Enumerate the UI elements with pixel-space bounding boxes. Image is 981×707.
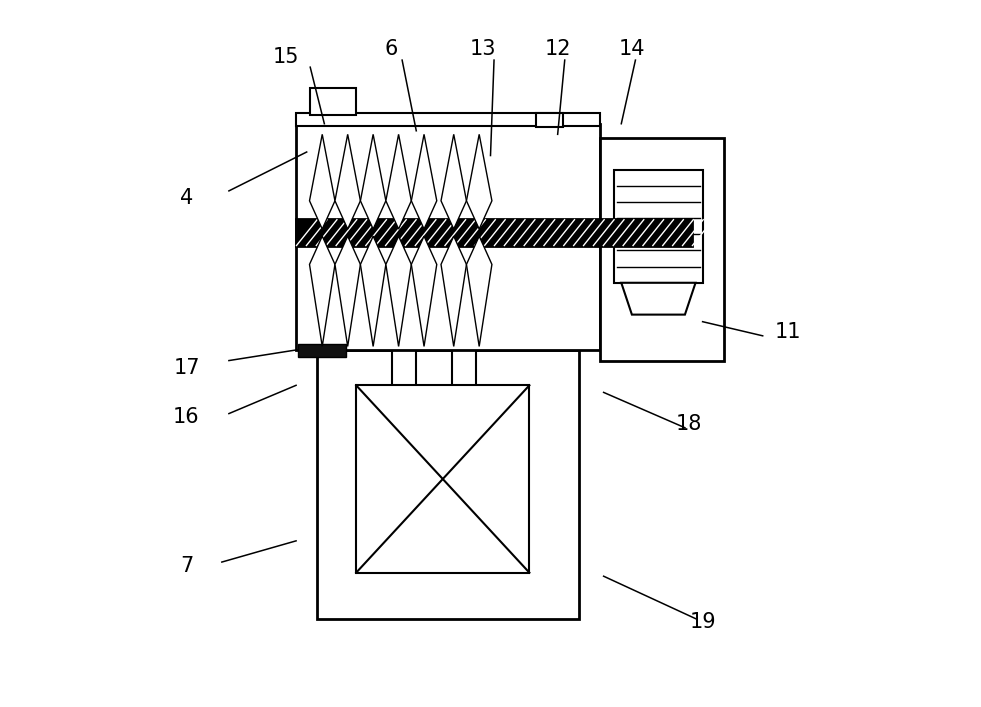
Polygon shape	[335, 134, 360, 229]
Text: 16: 16	[174, 407, 200, 427]
Text: 13: 13	[470, 40, 496, 59]
Text: 6: 6	[385, 40, 398, 59]
Polygon shape	[466, 134, 491, 229]
Text: 19: 19	[690, 612, 716, 632]
Bar	[317, 350, 579, 619]
Bar	[296, 113, 600, 126]
Polygon shape	[310, 134, 335, 229]
Text: 14: 14	[619, 40, 645, 59]
Bar	[356, 385, 530, 573]
Text: 18: 18	[675, 414, 701, 434]
Polygon shape	[386, 134, 411, 229]
Polygon shape	[310, 236, 335, 346]
Bar	[451, 350, 477, 387]
Text: 4: 4	[180, 188, 193, 208]
Text: 17: 17	[174, 358, 200, 378]
Bar	[537, 113, 563, 127]
Text: 7: 7	[180, 556, 193, 575]
Bar	[298, 344, 346, 357]
Bar	[310, 88, 356, 115]
Polygon shape	[466, 236, 491, 346]
Polygon shape	[360, 134, 386, 229]
Bar	[296, 219, 692, 246]
Polygon shape	[441, 236, 466, 346]
Polygon shape	[411, 134, 437, 229]
Bar	[391, 350, 416, 387]
Polygon shape	[621, 283, 696, 315]
Polygon shape	[360, 236, 386, 346]
Polygon shape	[441, 134, 466, 229]
Polygon shape	[335, 236, 360, 346]
Bar	[614, 170, 702, 283]
Polygon shape	[386, 236, 411, 346]
Bar	[600, 138, 724, 361]
Bar	[296, 124, 600, 350]
Polygon shape	[411, 236, 437, 346]
Text: 11: 11	[774, 322, 800, 342]
Text: 15: 15	[272, 47, 299, 66]
Text: 12: 12	[544, 40, 571, 59]
